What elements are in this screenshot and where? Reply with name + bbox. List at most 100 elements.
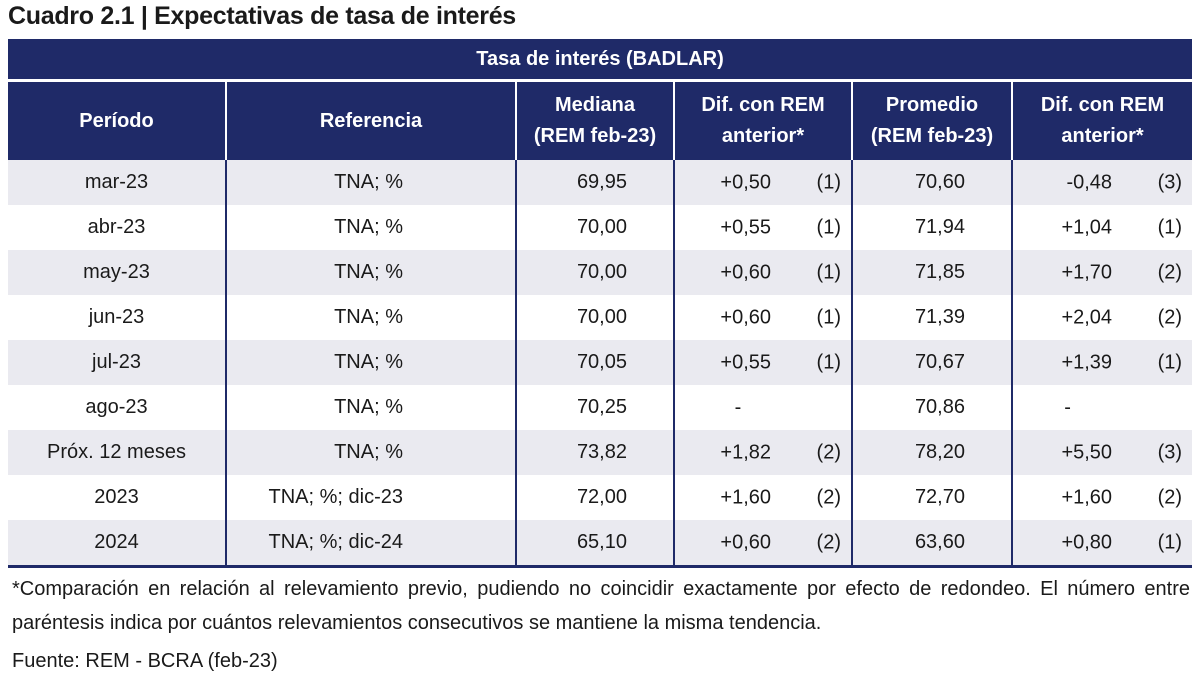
dif-mediana-trend: (1) — [816, 306, 841, 328]
table-header: Tasa de interés (BADLAR) Período Referen… — [8, 39, 1193, 160]
cell-dif-promedio: +1,04 (1) — [1012, 205, 1193, 250]
table-title: Cuadro 2.1 | Expectativas de tasa de int… — [8, 2, 516, 30]
cell-promedio: 63,60 — [852, 520, 1013, 568]
dif-promedio-value: +5,50 — [1061, 441, 1113, 463]
cell-dif-promedio: +1,70 (2) — [1012, 250, 1193, 295]
dif-mediana-value: +0,50 — [720, 171, 771, 193]
table-row: may-23 TNA; % 70,00 +0,60 (1) 71,85 +1,70… — [8, 250, 1193, 295]
cell-referencia: TNA; % — [226, 430, 517, 475]
cell-dif-mediana: +1,82 (2) — [674, 430, 853, 475]
dif-mediana-value: +0,60 — [720, 261, 771, 283]
cell-referencia: TNA; % — [226, 205, 517, 250]
column-header-mediana-line2: (REM feb-23) — [533, 125, 657, 147]
cell-dif-mediana: +0,60 (1) — [674, 250, 853, 295]
cell-periodo: Próx. 12 meses — [8, 430, 227, 475]
column-header-dif-mediana: Dif. con REM anterior* — [674, 80, 853, 160]
cell-promedio: 71,94 — [852, 205, 1013, 250]
cell-dif-promedio: - — [1012, 385, 1193, 430]
cell-dif-promedio: +2,04 (2) — [1012, 295, 1193, 340]
column-header-dif-promedio-line1: Dif. con REM — [1040, 94, 1165, 116]
cell-dif-mediana: +1,60 (2) — [674, 475, 853, 520]
cell-promedio: 70,86 — [852, 385, 1013, 430]
dif-promedio-value: -0,48 — [1066, 171, 1113, 193]
dif-promedio-value: +2,04 — [1061, 306, 1113, 328]
column-header-dif-promedio-line2: anterior* — [1061, 125, 1144, 147]
dif-promedio-value: +1,60 — [1061, 486, 1113, 508]
cell-dif-mediana: +0,55 (1) — [674, 340, 853, 385]
cell-mediana: 70,00 — [516, 250, 675, 295]
table-row: 2024 TNA; %; dic-24 65,10 +0,60 (2) 63,60… — [8, 520, 1193, 568]
dif-mediana-trend: (1) — [816, 351, 841, 373]
column-header-promedio-line1: Promedio — [885, 94, 979, 116]
footnote: *Comparación en relación al relevamiento… — [12, 578, 1190, 634]
dif-mediana-trend: (2) — [816, 531, 841, 553]
dif-mediana-value: - — [734, 396, 742, 418]
cell-dif-promedio: -0,48 (3) — [1012, 160, 1193, 205]
dif-promedio-value: +1,39 — [1061, 351, 1113, 373]
table-row: abr-23 TNA; % 70,00 +0,55 (1) 71,94 +1,04… — [8, 205, 1193, 250]
dif-promedio-value: +0,80 — [1061, 531, 1113, 553]
column-header-periodo: Período — [8, 80, 227, 160]
cell-periodo: abr-23 — [8, 205, 227, 250]
dif-mediana-trend: (2) — [816, 441, 841, 463]
cell-periodo: 2024 — [8, 520, 227, 568]
column-header-mediana: Mediana (REM feb-23) — [516, 80, 675, 160]
table-row: 2023 TNA; %; dic-23 72,00 +1,60 (2) 72,70… — [8, 475, 1193, 520]
dif-promedio-value: - — [1064, 396, 1071, 418]
cell-referencia: TNA; %; dic-24 — [226, 520, 517, 568]
column-header-promedio-line2: (REM feb-23) — [870, 125, 994, 147]
dif-mediana-trend: (1) — [816, 261, 841, 283]
dif-promedio-value: +1,70 — [1061, 261, 1113, 283]
cell-dif-promedio: +1,39 (1) — [1012, 340, 1193, 385]
cell-mediana: 70,05 — [516, 340, 675, 385]
table-row: jun-23 TNA; % 70,00 +0,60 (1) 71,39 +2,04… — [8, 295, 1193, 340]
cell-mediana: 70,25 — [516, 385, 675, 430]
cell-mediana: 70,00 — [516, 295, 675, 340]
cell-promedio: 72,70 — [852, 475, 1013, 520]
dif-mediana-value: +1,60 — [720, 486, 771, 508]
cell-dif-promedio: +0,80 (1) — [1012, 520, 1193, 568]
dif-mediana-value: +0,60 — [720, 531, 771, 553]
cell-referencia: TNA; % — [226, 160, 517, 205]
dif-mediana-value: +0,60 — [720, 306, 771, 328]
cell-dif-promedio: +5,50 (3) — [1012, 430, 1193, 475]
column-header-dif-promedio: Dif. con REM anterior* — [1012, 80, 1193, 160]
table-row: ago-23 TNA; % 70,25 - 70,86 - — [8, 385, 1193, 430]
cell-dif-mediana: +0,55 (1) — [674, 205, 853, 250]
cell-promedio: 71,39 — [852, 295, 1013, 340]
cell-referencia: TNA; % — [226, 295, 517, 340]
dif-promedio-value: +1,04 — [1061, 216, 1113, 238]
cell-promedio: 71,85 — [852, 250, 1013, 295]
cell-dif-mediana: - — [674, 385, 853, 430]
dif-promedio-trend: (1) — [1157, 531, 1183, 553]
cell-periodo: jun-23 — [8, 295, 227, 340]
source-note: Fuente: REM - BCRA (feb-23) — [12, 650, 278, 672]
cell-periodo: jul-23 — [8, 340, 227, 385]
cell-referencia: TNA; % — [226, 340, 517, 385]
group-header: Tasa de interés (BADLAR) — [8, 39, 1193, 82]
cell-mediana: 69,95 — [516, 160, 675, 205]
column-header-dif-mediana-line2: anterior* — [721, 125, 805, 147]
table-row: Próx. 12 meses TNA; % 73,82 +1,82 (2) 78,… — [8, 430, 1193, 475]
cell-mediana: 72,00 — [516, 475, 675, 520]
table-row: mar-23 TNA; % 69,95 +0,50 (1) 70,60 -0,48… — [8, 160, 1193, 205]
cell-referencia: TNA; % — [226, 250, 517, 295]
cell-referencia: TNA; %; dic-23 — [226, 475, 517, 520]
table-body: mar-23 TNA; % 69,95 +0,50 (1) 70,60 -0,48… — [8, 160, 1193, 568]
dif-mediana-value: +1,82 — [720, 441, 771, 463]
cell-referencia: TNA; % — [226, 385, 517, 430]
cell-dif-mediana: +0,60 (1) — [674, 295, 853, 340]
dif-promedio-trend: (1) — [1157, 216, 1183, 238]
dif-promedio-trend: (2) — [1157, 306, 1183, 328]
cell-mediana: 65,10 — [516, 520, 675, 568]
dif-promedio-trend: (3) — [1157, 441, 1183, 463]
dif-mediana-trend: (1) — [816, 171, 841, 193]
column-header-promedio: Promedio (REM feb-23) — [852, 80, 1013, 160]
cell-periodo: 2023 — [8, 475, 227, 520]
column-header-dif-mediana-line1: Dif. con REM — [701, 94, 825, 116]
cell-promedio: 78,20 — [852, 430, 1013, 475]
cell-mediana: 73,82 — [516, 430, 675, 475]
dif-mediana-trend: (1) — [816, 216, 841, 238]
column-header-referencia: Referencia — [226, 80, 517, 160]
cell-periodo: ago-23 — [8, 385, 227, 430]
